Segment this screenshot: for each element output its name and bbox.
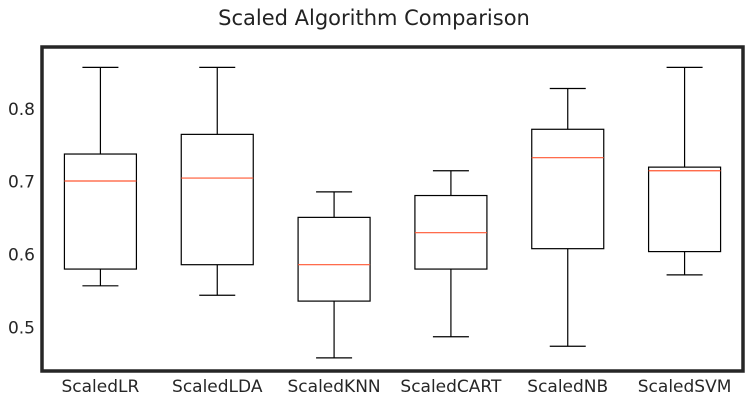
y-tick-label: 0.6 [8,246,35,266]
x-tick-label: ScaledLR [62,377,140,397]
iqr-box [180,133,254,266]
iqr-box [63,153,138,270]
iqr-box [297,216,371,302]
y-tick-label: 0.7 [8,173,35,193]
y-tick-label: 0.8 [8,100,35,120]
iqr-box [647,166,722,253]
x-tick-label: ScaledCART [400,377,502,397]
x-tick-label: ScaledSVM [638,377,732,397]
x-tick-label: ScaledNB [527,377,608,397]
x-tick-label: ScaledKNN [288,377,381,397]
x-tick-label: ScaledLDA [172,377,263,397]
chart-title: Scaled Algorithm Comparison [218,6,530,30]
y-tick-label: 0.5 [8,318,35,338]
iqr-box [531,128,605,250]
plot-frame [40,45,745,373]
